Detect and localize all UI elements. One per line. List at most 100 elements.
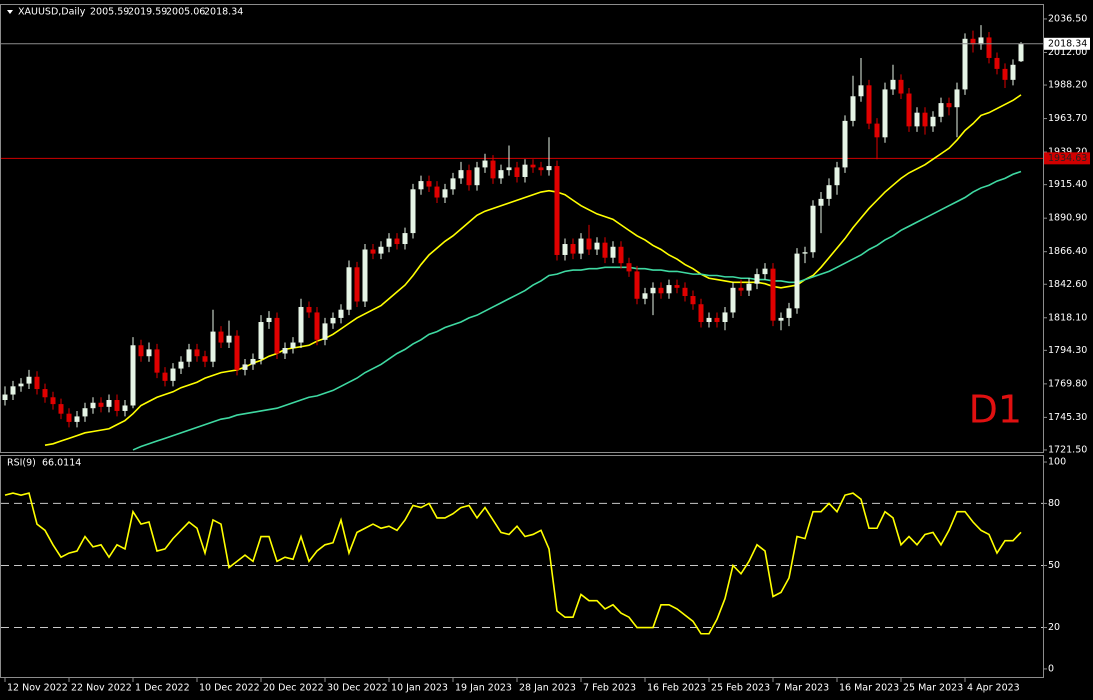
- header-ohlc-value: 2005.59: [90, 7, 129, 18]
- candle-body: [322, 323, 328, 340]
- candle-body: [202, 356, 208, 362]
- candle-body: [850, 96, 856, 121]
- candle-body: [114, 400, 120, 411]
- moving-average: [44, 94, 1022, 446]
- candle-body: [122, 405, 128, 411]
- price-panel-frame: [0, 4, 1044, 453]
- timeframe-label: D1: [969, 388, 1022, 432]
- candle-body: [714, 317, 720, 323]
- candle-body: [914, 112, 920, 127]
- candle-body: [826, 185, 832, 199]
- candle-body: [178, 361, 184, 369]
- candle-body: [866, 85, 872, 124]
- candle-body: [594, 242, 600, 250]
- candle-body: [490, 160, 496, 179]
- candle-body: [66, 413, 72, 422]
- y-tick-label: 20: [1048, 622, 1060, 633]
- candle-body: [730, 287, 736, 313]
- candle-body: [34, 376, 40, 390]
- candle-body: [1018, 43, 1024, 62]
- x-tick-label: 7 Mar 2023: [775, 683, 829, 694]
- candle-body: [98, 402, 104, 407]
- y-tick-label: 1842.60: [1048, 279, 1087, 290]
- candle-body: [922, 112, 928, 127]
- candle-body: [82, 408, 88, 417]
- candle-body: [498, 170, 504, 179]
- x-tick-label: 10 Jan 2023: [391, 683, 448, 694]
- candle-body: [610, 246, 616, 258]
- candle-body: [698, 304, 704, 323]
- y-tick-label: 1745.30: [1048, 412, 1087, 423]
- candle-body: [1010, 64, 1016, 80]
- y-tick-label: 50: [1048, 560, 1060, 571]
- header-ohlc-value: 2018.34: [204, 7, 243, 18]
- candle-body: [762, 268, 768, 275]
- candle-body: [786, 308, 792, 318]
- y-tick-label: 1721.50: [1048, 444, 1087, 455]
- x-tick-label: 12 Nov 2022: [7, 683, 68, 694]
- candle-body: [554, 166, 560, 255]
- candle-body: [266, 317, 272, 323]
- header-ohlc-value: 2005.06: [166, 7, 205, 18]
- candle-body: [930, 116, 936, 127]
- candle-body: [514, 167, 520, 177]
- candle-body: [530, 164, 536, 168]
- candle-body: [370, 249, 376, 254]
- candle-body: [450, 178, 456, 190]
- y-tick-label: 2036.50: [1048, 13, 1087, 24]
- candle-body: [346, 267, 352, 310]
- candle-body: [746, 283, 752, 291]
- candle-body: [154, 349, 160, 373]
- y-tick-label: 1988.20: [1048, 80, 1087, 91]
- candle-body: [410, 189, 416, 234]
- candle-body: [290, 342, 296, 349]
- candle-body: [778, 317, 784, 321]
- moving-average: [132, 170, 1022, 451]
- y-tick-label: 2012.00: [1048, 47, 1087, 58]
- x-tick-label: 1 Dec 2022: [135, 683, 190, 694]
- candle-body: [802, 252, 808, 254]
- candle-body: [274, 317, 280, 354]
- candle-body: [626, 263, 632, 272]
- candle-body: [194, 349, 200, 357]
- candle-body: [314, 312, 320, 340]
- candle-body: [42, 389, 48, 398]
- y-tick-label: 1963.70: [1048, 113, 1087, 124]
- x-tick-label: 22 Nov 2022: [71, 683, 132, 694]
- candle-body: [882, 89, 888, 138]
- candle-body: [506, 167, 512, 171]
- y-tick-label: 1794.30: [1048, 345, 1087, 356]
- candle-body: [418, 181, 424, 190]
- candle-body: [306, 306, 312, 313]
- candle-body: [690, 296, 696, 305]
- candle-body: [666, 285, 672, 294]
- candle-body: [10, 386, 16, 395]
- horizontal-line-label: 1934.63: [1048, 153, 1087, 164]
- candle-body: [1002, 68, 1008, 80]
- candle-body: [402, 233, 408, 245]
- x-tick-label: 4 Apr 2023: [967, 683, 1020, 694]
- x-tick-label: 25 Feb 2023: [711, 683, 770, 694]
- candle-body: [682, 287, 688, 297]
- candle-body: [474, 167, 480, 186]
- candle-body: [618, 246, 624, 264]
- candle-body: [434, 186, 440, 198]
- candle-body: [106, 400, 112, 407]
- candle-body: [146, 349, 152, 357]
- rsi-title: RSI(9): [7, 458, 36, 469]
- candle-body: [546, 166, 552, 171]
- y-tick-label: 1866.40: [1048, 246, 1087, 257]
- candle-body: [898, 79, 904, 94]
- candle-body: [538, 167, 544, 171]
- rsi-current-value: 66.0114: [42, 458, 81, 469]
- x-tick-label: 30 Dec 2022: [327, 683, 388, 694]
- x-tick-label: 28 Jan 2023: [519, 683, 576, 694]
- y-tick-label: 1890.90: [1048, 213, 1087, 224]
- candle-body: [282, 348, 288, 354]
- candle-body: [938, 103, 944, 117]
- candle-body: [578, 238, 584, 254]
- candle-body: [602, 242, 608, 258]
- candle-body: [842, 120, 848, 168]
- candle-body: [394, 238, 400, 245]
